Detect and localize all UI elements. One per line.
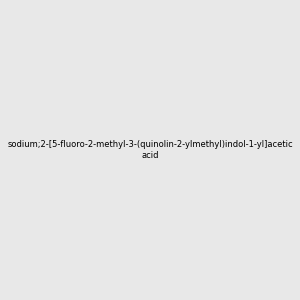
Text: sodium;2-[5-fluoro-2-methyl-3-(quinolin-2-ylmethyl)indol-1-yl]acetic acid: sodium;2-[5-fluoro-2-methyl-3-(quinolin-… — [7, 140, 293, 160]
